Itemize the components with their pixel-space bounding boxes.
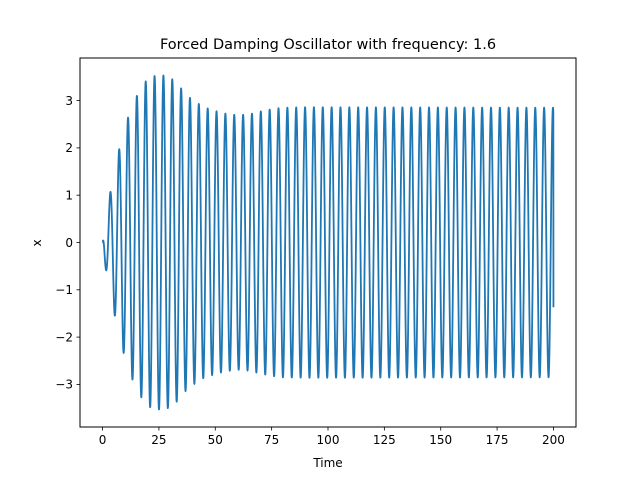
x-tick-label: 175 — [486, 433, 509, 447]
y-tick-label: 2 — [65, 141, 73, 155]
plot-area — [101, 74, 555, 411]
x-tick-label: 125 — [373, 433, 396, 447]
y-axis-label: x — [30, 239, 44, 246]
series-line — [101, 74, 555, 411]
x-tick-label: 0 — [99, 433, 107, 447]
y-tick-label: 0 — [65, 236, 73, 250]
axes-frame — [79, 57, 577, 428]
y-tick-label: −1 — [55, 283, 73, 297]
x-tick-label: 25 — [151, 433, 166, 447]
y-tick-label: 1 — [65, 188, 73, 202]
y-tick-label: −2 — [55, 330, 73, 344]
y-tick-label: 3 — [65, 94, 73, 108]
x-tick-label: 150 — [429, 433, 452, 447]
chart-title: Forced Damping Oscillator with frequency… — [160, 37, 496, 53]
x-tick-label: 200 — [542, 433, 565, 447]
x-tick-label: 50 — [208, 433, 223, 447]
x-tick-label: 75 — [264, 433, 279, 447]
axis-ticks: 0 25 50 75 100 125 150 175 200 −3 −2 −1 0 1 2 3 — [55, 94, 565, 447]
y-tick-label: −3 — [55, 378, 73, 392]
x-axis-label: Time — [312, 456, 342, 470]
x-tick-label: 100 — [317, 433, 340, 447]
